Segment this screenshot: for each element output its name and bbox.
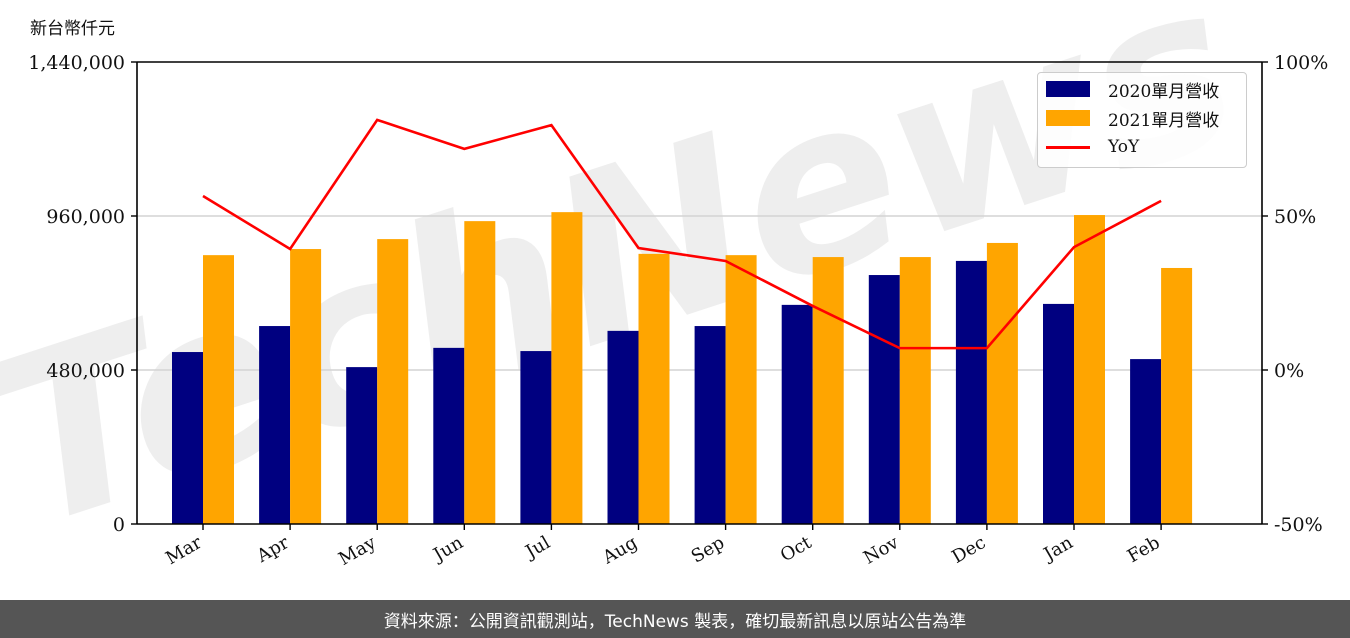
legend-line-yoy [1046,145,1090,149]
bar-2020 [520,351,552,524]
x-tick-label: Dec [948,532,989,568]
legend-swatch-2020 [1046,81,1090,97]
legend-label-2020: 2020單月營收 [1108,81,1220,102]
x-tick-label: Aug [598,532,641,569]
y-tick-label: 0 [113,514,125,536]
x-tick-label: Jul [520,532,554,564]
bar-2020 [433,347,465,524]
y2-tick-label: 100% [1274,52,1328,74]
x-axis-ticks: Mar Apr May Jun Jul Aug Sep Oct Nov Dec Jan Feb [162,524,1164,570]
bar-2021 [290,249,322,524]
right-y-axis-ticks: -50% 0% 50% 100% [1262,52,1328,536]
x-tick-label: Feb [1124,532,1164,567]
yoy-line [202,118,1162,350]
y2-tick-label: 0% [1274,360,1304,382]
x-tick-label: Jun [428,532,467,567]
bar-2020 [781,304,813,524]
bar-2020 [694,326,726,524]
bar-2020 [868,275,900,524]
bar-2020 [346,367,378,524]
legend-item-2020: 2020單月營收 [1046,77,1220,102]
bar-2021 [1161,267,1193,524]
legend-swatch-2021 [1046,110,1090,126]
bar-2021 [899,257,931,524]
y-tick-label: 960,000 [46,206,125,228]
x-tick-label: Sep [688,532,728,567]
bar-2021 [725,255,757,524]
bar-2020 [1130,359,1162,524]
x-tick-label: Oct [777,532,816,567]
bar-series [172,212,1193,524]
bar-2020 [259,326,291,524]
left-y-axis-ticks: 0 480,000 960,000 1,440,000 [28,52,137,536]
bar-2020 [172,352,203,524]
y2-tick-label: -50% [1274,514,1323,536]
y2-tick-label: 50% [1274,206,1316,228]
bar-2020 [1043,303,1074,524]
x-tick-label: Jan [1039,532,1077,566]
legend-label-yoy: YoY [1108,137,1140,157]
bar-2021 [551,212,583,524]
y-tick-label: 480,000 [46,360,125,382]
legend-item-yoy: YoY [1046,135,1139,159]
bar-2020 [607,330,639,524]
y-axis-unit-label: 新台幣仟元 [30,19,115,39]
bar-2021 [1074,215,1105,524]
bar-2020 [955,260,987,524]
bar-2021 [812,257,844,524]
bar-2021 [986,242,1018,524]
chart-legend: 2020單月營收 2021單月營收 YoY [1037,72,1247,168]
x-tick-label: May [335,532,380,570]
x-tick-label: Nov [860,532,903,569]
x-tick-label: Apr [253,532,293,567]
yoy-line-series [202,118,1162,350]
bar-2021 [377,239,409,524]
bar-2021 [203,255,234,524]
legend-item-2021: 2021單月營收 [1046,106,1220,131]
bar-2021 [638,253,670,524]
legend-label-2021: 2021單月營收 [1108,110,1220,131]
source-footer: 資料來源：公開資訊觀測站，TechNews 製表，確切最新訊息以原站公告為準 [0,600,1350,638]
bar-2021 [464,221,496,524]
y-tick-label: 1,440,000 [28,52,125,74]
